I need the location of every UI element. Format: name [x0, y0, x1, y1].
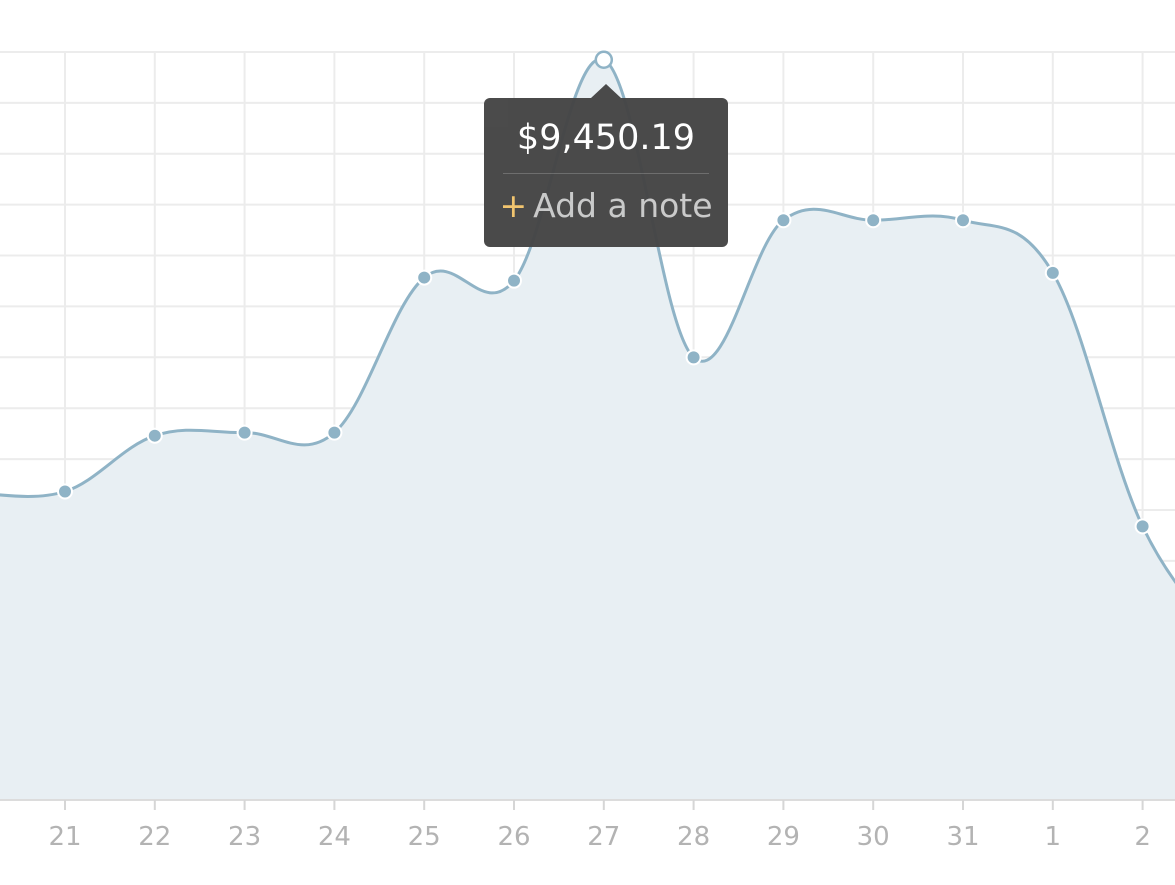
- x-tick-label: 21: [48, 822, 81, 852]
- x-tick-label: 24: [318, 822, 351, 852]
- data-point[interactable]: [506, 272, 522, 289]
- data-point[interactable]: [146, 427, 163, 444]
- plus-icon: +: [499, 186, 528, 225]
- x-tick-label: 31: [946, 822, 979, 852]
- tooltip-value: $9,450.19: [516, 118, 696, 158]
- add-note-label: Add a note: [533, 186, 713, 225]
- x-tick-label: 22: [138, 822, 171, 852]
- data-points: [57, 50, 1151, 535]
- add-note-button[interactable]: + Add a note: [484, 186, 728, 225]
- value-tooltip: $9,450.19 + Add a note: [484, 84, 728, 247]
- area-fill: [0, 59, 1175, 800]
- x-axis-ticks: 21 22 23 24 25 26 27 28 29 30 31 1 2: [48, 800, 1151, 852]
- data-point[interactable]: [416, 269, 433, 286]
- x-tick-label: 25: [408, 822, 441, 852]
- data-point[interactable]: [955, 212, 971, 229]
- tooltip-divider: [503, 173, 709, 174]
- x-tick-label: 23: [228, 822, 261, 852]
- x-tick-label: 2: [1134, 822, 1151, 852]
- data-point[interactable]: [236, 424, 253, 441]
- data-point[interactable]: [326, 424, 343, 441]
- data-point[interactable]: [1044, 264, 1061, 281]
- data-point-highlighted[interactable]: [594, 50, 614, 69]
- data-point[interactable]: [685, 349, 702, 366]
- x-tick-label: 30: [857, 822, 890, 852]
- x-tick-label: 1: [1045, 822, 1062, 852]
- x-tick-label: 26: [497, 822, 530, 852]
- data-point[interactable]: [865, 212, 882, 229]
- x-tick-label: 27: [587, 822, 620, 852]
- data-point[interactable]: [1134, 518, 1151, 535]
- x-tick-label: 28: [677, 822, 710, 852]
- data-point[interactable]: [57, 483, 73, 500]
- tooltip-arrow: [591, 84, 621, 98]
- data-point[interactable]: [775, 212, 792, 229]
- x-tick-label: 29: [767, 822, 800, 852]
